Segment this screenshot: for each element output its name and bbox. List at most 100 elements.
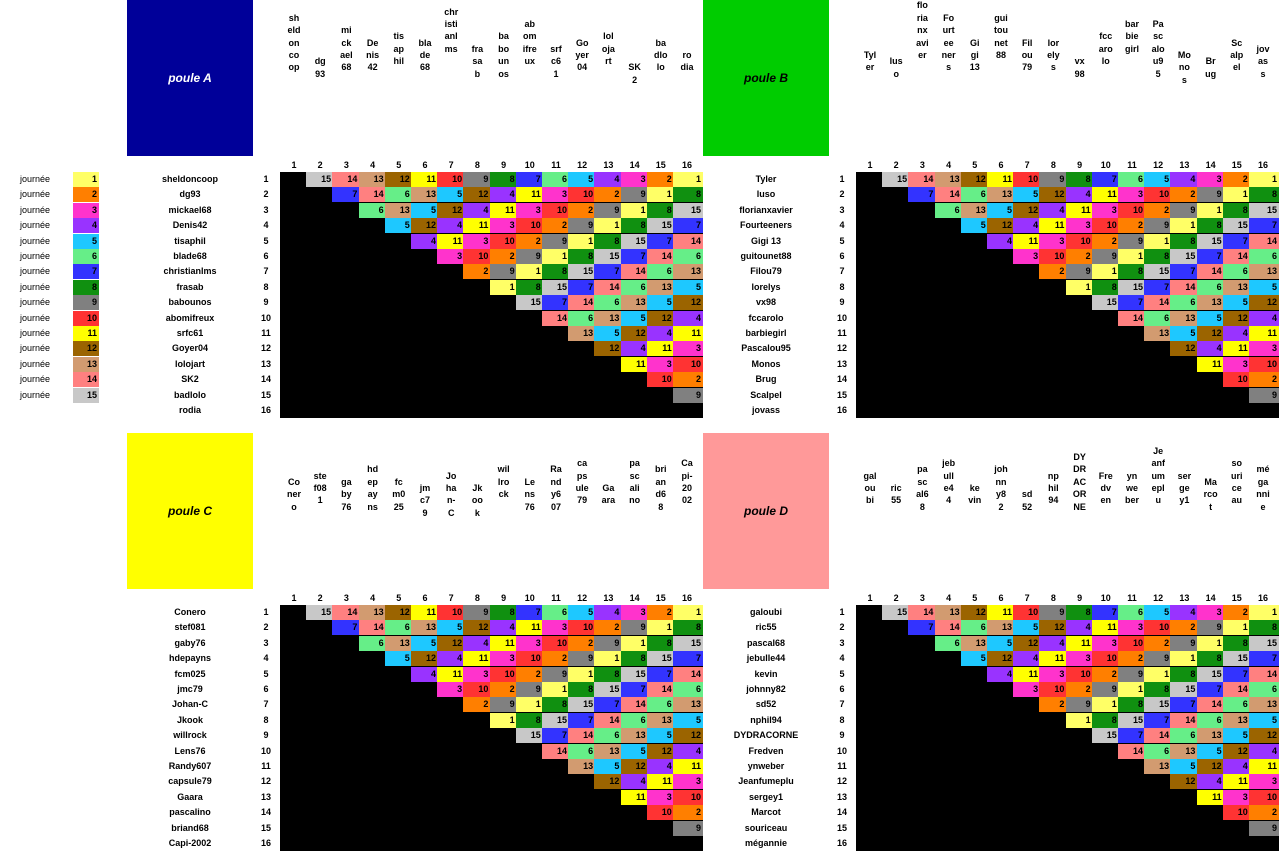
legend-swatch: 6 <box>73 249 99 264</box>
column-number: 11 <box>551 593 561 603</box>
legend-label: journée <box>20 343 51 354</box>
match-cell: 2 <box>1091 666 1119 682</box>
row-number: 3 <box>839 637 845 648</box>
column-player-name: Fourteeners <box>941 12 956 73</box>
match-cell: 1 <box>1196 202 1224 218</box>
match-cell: 8 <box>1144 249 1172 264</box>
match-cell: 8 <box>1196 651 1224 667</box>
row-player-name: jebulle44 <box>746 653 786 664</box>
match-cell: 11 <box>673 759 703 774</box>
match-cell: 8 <box>646 635 674 651</box>
match-cell: 5 <box>1196 743 1224 759</box>
column-number: 15 <box>655 160 666 170</box>
column-player-name: lolojart <box>601 31 615 67</box>
row-player-name: SK2 <box>181 374 199 385</box>
match-cell: 14 <box>934 187 962 203</box>
match-cell: 7 <box>594 697 622 713</box>
legend-swatch: 9 <box>73 295 99 311</box>
match-cell: 6 <box>960 187 988 203</box>
row-player-name: Marcot <box>751 807 781 818</box>
row-number: 10 <box>836 312 847 323</box>
match-cell: 14 <box>1196 264 1224 280</box>
match-cell: 13 <box>411 620 438 636</box>
column-number: 6 <box>998 160 1004 170</box>
row-player-name: Gigi 13 <box>750 235 781 246</box>
match-cell: 4 <box>463 202 491 218</box>
legend-label: journée <box>20 220 51 231</box>
match-cell: 9 <box>515 249 543 264</box>
match-cell: 9 <box>463 605 491 620</box>
match-cell: 3 <box>1118 187 1145 203</box>
match-cell: 2 <box>594 187 622 203</box>
match-cell: 11 <box>1196 789 1224 805</box>
legend-swatch: 3 <box>73 202 99 218</box>
match-cell: 12 <box>620 326 648 341</box>
match-cell: 4 <box>646 326 674 341</box>
match-cell: 15 <box>568 264 596 280</box>
column-player-name: fcm025 <box>392 476 406 512</box>
match-cell: 13 <box>411 187 438 203</box>
match-cell: 10 <box>1222 372 1250 388</box>
match-cell: 11 <box>463 651 491 667</box>
row-number: 12 <box>836 776 847 787</box>
match-cell: 10 <box>1065 233 1093 249</box>
column-number: 12 <box>1153 160 1164 170</box>
match-cell: 6 <box>594 728 622 744</box>
match-cell: 3 <box>1039 666 1067 682</box>
match-cell: 1 <box>1170 651 1198 667</box>
row-player-name: souriceau <box>744 822 788 833</box>
match-cell: 9 <box>1065 264 1093 280</box>
match-cell: 15 <box>1118 279 1145 295</box>
row-number: 4 <box>839 653 845 664</box>
column-number: 8 <box>1050 160 1056 170</box>
match-cell: 10 <box>1091 651 1119 667</box>
column-player-name: Gaara <box>601 483 616 506</box>
match-cell: 7 <box>594 264 622 280</box>
row-number: 5 <box>263 235 269 246</box>
match-cell: 4 <box>987 666 1014 682</box>
row-player-name: pascalino <box>169 807 211 818</box>
match-cell: 10 <box>542 202 569 218</box>
match-cell: 5 <box>1170 759 1198 774</box>
match-cell: 5 <box>384 218 412 234</box>
match-cell: 8 <box>1065 605 1093 620</box>
match-cell: 14 <box>1196 697 1224 713</box>
match-cell: 12 <box>620 759 648 774</box>
match-cell: 3 <box>1118 620 1145 636</box>
match-cell: 6 <box>1144 743 1172 759</box>
match-cell: 2 <box>1065 249 1093 264</box>
match-cell: 13 <box>1196 295 1224 311</box>
column-number: 16 <box>681 160 692 170</box>
match-cell: 8 <box>594 233 622 249</box>
match-cell: 8 <box>673 187 703 203</box>
row-player-name: ric55 <box>755 622 777 633</box>
match-cell: 7 <box>1170 264 1198 280</box>
match-cell: 2 <box>568 635 596 651</box>
match-cell: 13 <box>987 187 1014 203</box>
column-number: 3 <box>343 160 349 170</box>
match-cell: 14 <box>594 712 622 728</box>
match-cell: 13 <box>934 172 962 187</box>
match-cell: 2 <box>542 651 569 667</box>
match-cell: 8 <box>515 279 543 295</box>
match-cell: 1 <box>568 233 596 249</box>
match-cell: 2 <box>1249 805 1279 821</box>
match-cell: 6 <box>1249 249 1279 264</box>
row-number: 13 <box>836 358 847 369</box>
match-cell: 13 <box>1222 279 1250 295</box>
match-cell: 4 <box>1222 326 1250 341</box>
poule-title: poule D <box>703 433 829 589</box>
match-cell: 8 <box>1222 202 1250 218</box>
match-cell: 12 <box>1013 202 1041 218</box>
match-cell: 7 <box>568 279 596 295</box>
legend-swatch: 4 <box>73 218 99 234</box>
match-cell: 3 <box>1196 172 1224 187</box>
column-number: 14 <box>629 593 640 603</box>
match-cell: 14 <box>620 697 648 713</box>
match-cell: 11 <box>411 605 438 620</box>
match-cell: 15 <box>1170 249 1198 264</box>
row-number: 14 <box>260 374 271 385</box>
match-cell: 6 <box>960 620 988 636</box>
match-cell: 5 <box>1249 712 1279 728</box>
column-player-name: babounos <box>498 31 510 79</box>
